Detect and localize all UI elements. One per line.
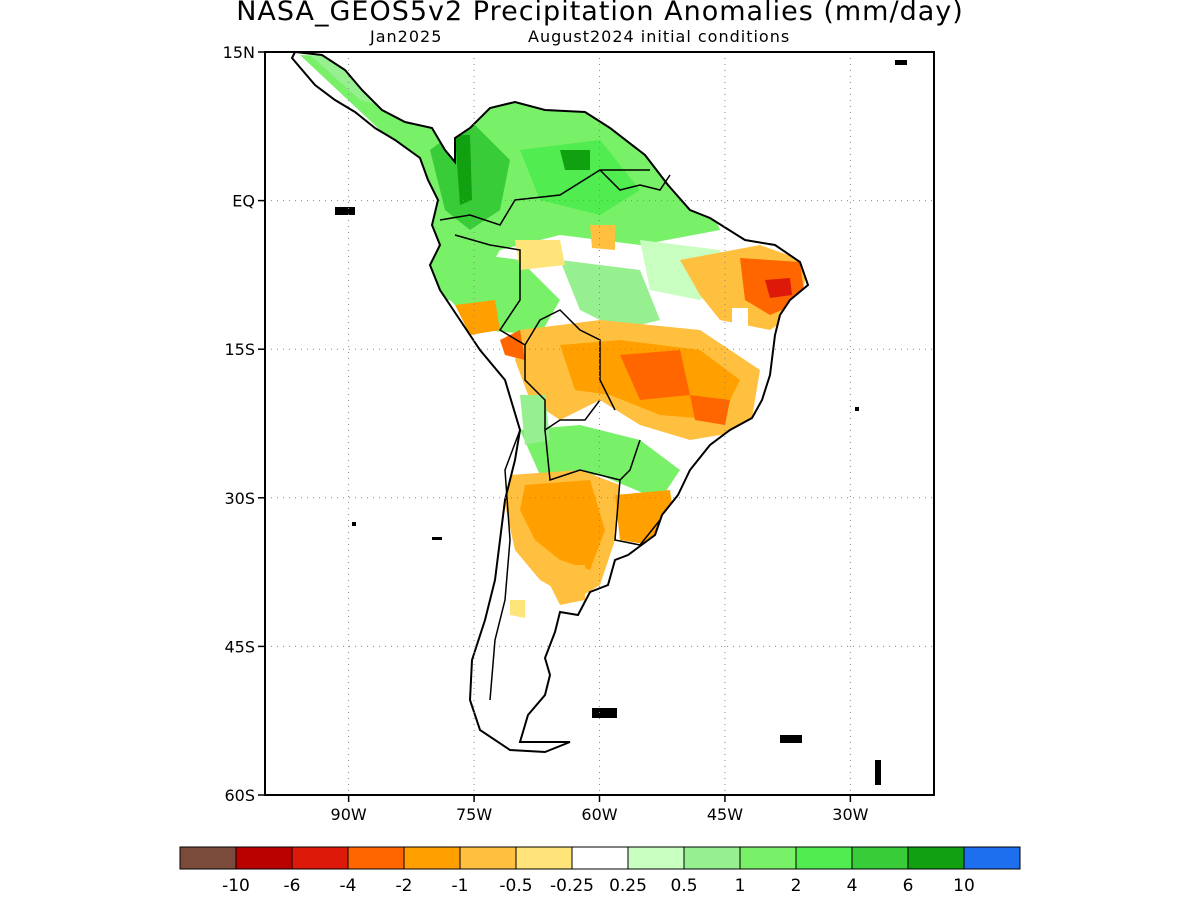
lat-tick-label: 45S <box>224 637 255 656</box>
lat-tick-label: 15N <box>223 43 255 62</box>
anomaly-fill <box>292 52 808 752</box>
colorbar-swatch <box>515 846 573 870</box>
colorbar-swatch <box>683 846 741 870</box>
lat-tick-label: 60S <box>224 786 255 805</box>
lon-tick-label: 60W <box>581 805 617 824</box>
initial-conditions-label: August2024 initial conditions <box>528 27 791 46</box>
colorbar-label: 1 <box>735 876 746 896</box>
lat-tick-label: 15S <box>224 340 255 359</box>
colorbar-label: -10 <box>222 876 250 896</box>
colorbar-swatch <box>795 846 853 870</box>
colorbar-swatch <box>571 846 629 870</box>
lat-tick-label: EQ <box>232 192 255 211</box>
longitude-ticks: 90W 75W 60W 45W 30W <box>331 795 869 824</box>
colorbar-swatch <box>459 846 517 870</box>
colorbar-label: 6 <box>903 876 914 896</box>
colorbar-label: -2 <box>396 876 413 896</box>
islands <box>335 60 907 785</box>
lon-tick-label: 75W <box>456 805 492 824</box>
lon-tick-label: 45W <box>707 805 743 824</box>
colorbar-swatch <box>403 846 461 870</box>
valid-month-label: Jan2025 <box>370 27 443 46</box>
colorbar-swatch <box>291 846 349 870</box>
lon-tick-label: 90W <box>331 805 367 824</box>
colorbar-swatch <box>235 846 293 870</box>
colorbar-label: -4 <box>340 876 357 896</box>
colorbar-label: 2 <box>791 876 802 896</box>
colorbar-label: -0.5 <box>499 876 532 896</box>
country-borders <box>439 169 671 701</box>
colorbar-swatch <box>347 846 405 870</box>
map-title: NASA_GEOS5v2 Precipitation Anomalies (mm… <box>236 0 964 27</box>
colorbar-label: 0.5 <box>670 876 697 896</box>
colorbar-label: -1 <box>452 876 469 896</box>
colorbar-swatch <box>963 846 1021 870</box>
colorbar-swatch <box>739 846 797 870</box>
coastline <box>290 50 810 754</box>
colorbar-swatch <box>851 846 909 870</box>
latitude-ticks: 15N EQ 15S 30S 45S 60S <box>223 43 265 805</box>
map-axes: 15N EQ 15S 30S 45S 60S 90W 75W 60W 45W 30W <box>223 43 935 824</box>
colorbar-label: 4 <box>847 876 858 896</box>
lon-tick-label: 30W <box>832 805 868 824</box>
colorbar: -10 -6 -4 -2 -1 -0.5 -0.25 0.25 0.5 1 2 4 6 10 <box>179 846 1021 896</box>
colorbar-label: -6 <box>284 876 301 896</box>
colorbar-swatch <box>627 846 685 870</box>
colorbar-label: -0.25 <box>550 876 594 896</box>
colorbar-swatch <box>907 846 965 870</box>
lat-tick-label: 30S <box>224 489 255 508</box>
colorbar-label: 10 <box>953 876 975 896</box>
colorbar-label: 0.25 <box>609 876 647 896</box>
colorbar-swatch <box>179 846 237 870</box>
